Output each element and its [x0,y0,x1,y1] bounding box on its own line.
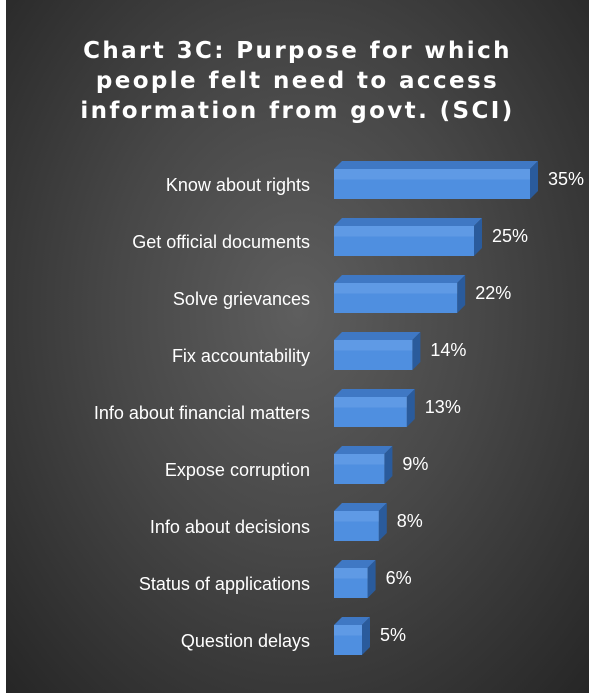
bar-plot: Know about rights 35% Get official documen… [94,161,584,655]
value-label: 25% [492,226,528,246]
bar-side-face [367,560,376,598]
bar-group [334,218,482,256]
bar-top-face [334,446,393,454]
chart-title-line-2: people felt need to access [95,68,500,94]
bar-group [334,332,421,370]
bar-top-face [334,617,370,625]
bar-side-face [406,389,415,427]
bar [334,568,368,598]
bar-side-face [474,218,482,256]
bar [334,226,474,256]
bar-group [334,503,387,541]
bar-group [334,161,538,199]
bar-top-face [334,503,387,511]
category-label: Know about rights [166,175,310,195]
bar [334,340,413,370]
bar [334,283,458,313]
value-label: 8% [397,511,423,531]
bar [334,511,379,541]
bar-highlight [334,511,379,522]
bar-top-face [334,218,482,226]
value-label: 6% [386,568,412,588]
bar-group [334,560,376,598]
bar-side-face [384,446,393,484]
bar-side-face [378,503,387,541]
bar-highlight [334,568,368,579]
bar-group [334,275,466,313]
value-label: 22% [475,283,511,303]
value-label: 14% [430,340,466,360]
category-label: Info about decisions [150,517,310,537]
category-label: Fix accountability [172,346,310,366]
bar [334,397,407,427]
bar-group [334,617,370,655]
bar-group [334,389,415,427]
bar-highlight [334,625,362,636]
bar-top-face [334,275,466,283]
bar [334,625,362,655]
bar-highlight [334,169,530,180]
bar-highlight [334,283,458,294]
category-label: Expose corruption [165,460,310,480]
bar [334,169,530,199]
category-label: Question delays [181,631,310,651]
bar-highlight [334,397,407,408]
value-label: 35% [548,169,584,189]
value-label: 9% [402,454,428,474]
chart-title-line-3: information from govt. (SCI) [80,98,515,124]
category-label: Solve grievances [173,289,310,309]
chart-title-line-1: Chart 3C: Purpose for which [83,38,512,64]
chart-frame: Chart 3C: Purpose for which people felt … [6,0,589,693]
bar-top-face [334,560,376,568]
bar-highlight [334,226,474,237]
bar-side-face [412,332,421,370]
bar-top-face [334,389,415,397]
bar-highlight [334,340,413,351]
bar-highlight [334,454,385,465]
bar [334,454,385,484]
bar-side-face [362,617,370,655]
category-label: Info about financial matters [94,403,310,423]
value-label: 5% [380,625,406,645]
bar-side-face [457,275,466,313]
category-label: Get official documents [132,232,310,252]
bar-top-face [334,332,421,340]
category-label: Status of applications [139,574,310,594]
chart-title: Chart 3C: Purpose for which people felt … [6,36,589,126]
bar-group [334,446,393,484]
bar-side-face [530,161,538,199]
value-label: 13% [425,397,461,417]
bar-top-face [334,161,538,169]
